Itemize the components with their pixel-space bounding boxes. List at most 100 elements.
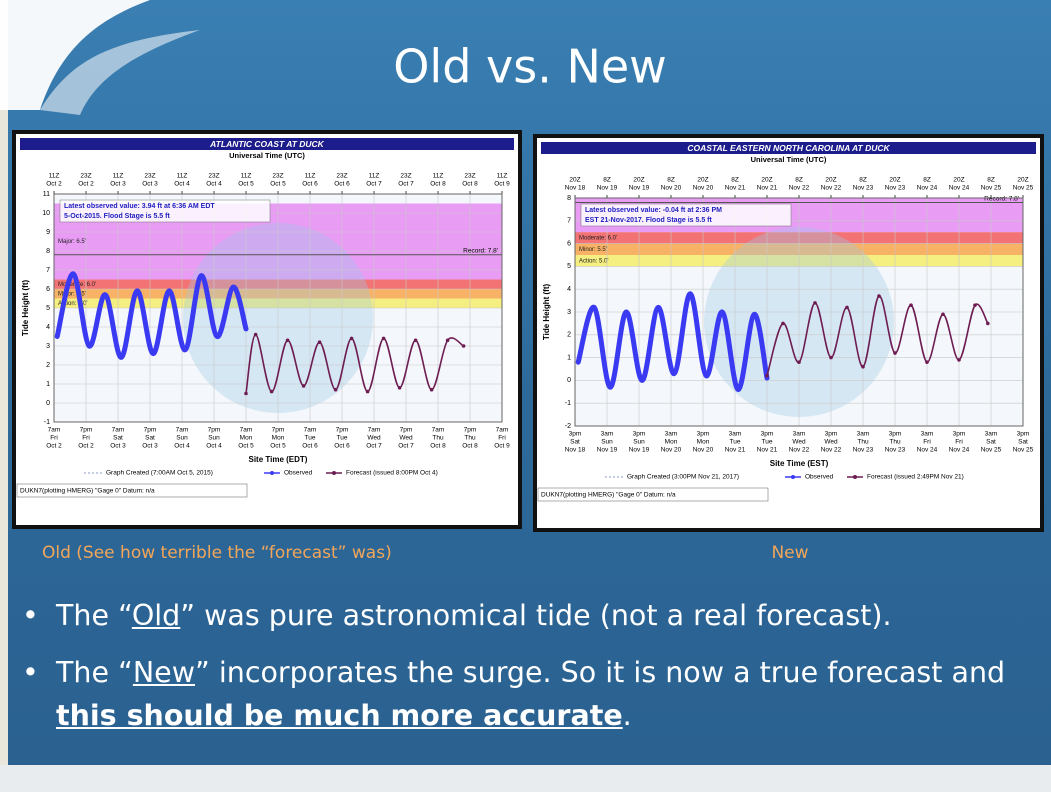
top-tick-label: 23Z xyxy=(80,173,91,180)
x-tick-label: Nov 24 xyxy=(949,447,970,454)
info-box xyxy=(59,199,271,223)
top-tick-label: Oct 2 xyxy=(46,181,62,188)
x-tick-label: 7pm xyxy=(400,427,413,434)
y-tick-label: 3 xyxy=(46,343,50,350)
legend-entry: Observed xyxy=(805,474,834,481)
point xyxy=(797,360,801,364)
top-tick-label: Oct 6 xyxy=(334,181,350,188)
series-line xyxy=(575,291,770,393)
x-tick-label: Mon xyxy=(697,439,710,446)
x-tick-label: 7am xyxy=(48,427,61,434)
point xyxy=(986,321,990,326)
x-tick-label: Nov 19 xyxy=(597,447,618,454)
x-tick-label: Nov 19 xyxy=(629,447,650,454)
top-tick-label: 20Z xyxy=(569,177,580,184)
x-tick-label: Tue xyxy=(337,435,348,442)
point xyxy=(829,355,833,360)
footer-text: DUKN7(plotting HMERG) "Gage 0" Datum: n/… xyxy=(541,492,676,499)
x-tick-label: Sat xyxy=(570,439,580,446)
point xyxy=(845,305,849,310)
x-tick-label: Oct 9 xyxy=(494,443,510,450)
top-axis-label: Universal Time (UTC) xyxy=(229,151,305,160)
y-tick-label: 1 xyxy=(567,354,571,361)
top-tick-label: Nov 18 xyxy=(565,185,586,192)
legend-text: Graph Created (3:00PM Nov 21, 2017) xyxy=(627,474,739,481)
top-tick-label: 20Z xyxy=(697,177,708,184)
y-axis-label: Tide Height (ft) xyxy=(21,280,30,337)
top-tick-label: 11Z xyxy=(369,173,380,180)
x-tick-label: 3pm xyxy=(953,431,966,438)
x-tick-label: Tue xyxy=(305,435,316,442)
x-tick-label: 7pm xyxy=(80,427,93,434)
x-tick-label: 3am xyxy=(857,431,870,438)
x-tick-label: Sat xyxy=(113,435,123,442)
x-tick-label: Fri xyxy=(82,435,90,442)
top-tick-label: 11Z xyxy=(49,173,60,180)
chart-panel: ATLANTIC COAST AT DUCK Universal Time (UT… xyxy=(12,130,522,529)
point xyxy=(333,387,338,392)
y-tick-label: 5 xyxy=(46,305,50,312)
top-tick-label: 8Z xyxy=(731,177,739,184)
point xyxy=(397,386,402,390)
top-tick-label: Oct 9 xyxy=(494,181,510,188)
top-tick-label: Nov 19 xyxy=(629,185,650,192)
y-tick-label: 0 xyxy=(46,400,50,407)
x-tick-label: Fri xyxy=(50,435,58,442)
text: this should be much more accurate xyxy=(56,699,623,732)
x-tick-label: Nov 23 xyxy=(885,447,906,454)
top-tick-label: 8Z xyxy=(603,177,611,184)
x-tick-label: 7am xyxy=(304,427,317,434)
top-tick-label: 11Z xyxy=(241,173,252,180)
point xyxy=(813,301,817,305)
y-tick-label: 8 xyxy=(567,195,571,202)
caption: Old (See how terrible the “forecast” was… xyxy=(42,543,392,563)
x-tick-label: 3am xyxy=(665,431,678,438)
top-tick-label: 20Z xyxy=(633,177,644,184)
x-tick-label: 3am xyxy=(921,431,934,438)
x-tick-label: 7am xyxy=(112,427,125,434)
x-tick-label: Sat xyxy=(1018,439,1028,446)
info-box xyxy=(580,203,792,227)
top-tick-label: 23Z xyxy=(400,173,411,180)
x-tick-label: 7pm xyxy=(144,427,157,434)
top-tick-label: 23Z xyxy=(336,173,347,180)
legend-swatch xyxy=(332,471,336,475)
top-tick-label: Oct 3 xyxy=(110,181,126,188)
top-tick-label: Nov 23 xyxy=(885,185,906,192)
point xyxy=(253,332,258,337)
x-tick-label: Thu xyxy=(857,439,869,446)
x-tick-label: Wed xyxy=(792,439,806,446)
x-tick-label: Oct 8 xyxy=(462,443,478,450)
caption: New xyxy=(771,543,808,563)
series-line xyxy=(54,271,249,360)
x-tick-label: Oct 2 xyxy=(46,443,62,450)
top-tick-label: Nov 22 xyxy=(789,185,810,192)
x-tick-label: Oct 5 xyxy=(270,443,286,450)
top-tick-label: Nov 21 xyxy=(757,185,778,192)
title-bar xyxy=(541,142,1036,154)
footer-strip xyxy=(0,765,1051,792)
y-tick-label: 3 xyxy=(567,309,571,316)
record-label: Record: 7.8' xyxy=(984,195,1019,202)
x-tick-label: Nov 20 xyxy=(693,447,714,454)
title-bar xyxy=(20,138,514,150)
band-label: Moderate: 6.0' xyxy=(579,235,617,241)
point xyxy=(461,344,466,348)
top-tick-label: 11Z xyxy=(177,173,188,180)
band-label: Minor: 5.5' xyxy=(579,247,607,253)
top-tick-label: Oct 8 xyxy=(430,181,446,188)
chart-title: ATLANTIC COAST AT DUCK xyxy=(209,139,324,149)
x-tick-label: Nov 25 xyxy=(1013,447,1034,454)
x-tick-label: Nov 23 xyxy=(853,447,874,454)
band-label: Minor: 5.5' xyxy=(58,291,86,297)
legend-swatch xyxy=(270,471,274,475)
y-tick-label: -1 xyxy=(44,419,50,426)
x-tick-label: 7pm xyxy=(208,427,221,434)
top-tick-label: Oct 4 xyxy=(206,181,222,188)
point xyxy=(925,360,929,364)
top-tick-label: Nov 19 xyxy=(597,185,618,192)
x-tick-label: 3pm xyxy=(889,431,902,438)
text: ” was pure astronomical tide (not a real… xyxy=(180,599,892,632)
point xyxy=(861,364,865,369)
point xyxy=(877,294,881,298)
